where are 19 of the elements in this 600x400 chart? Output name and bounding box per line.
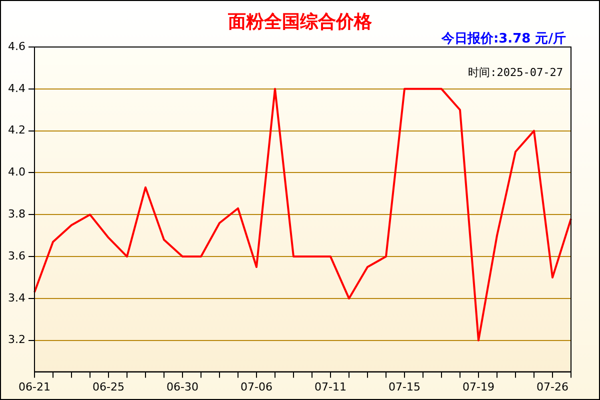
x-tick-label: 07-26 [536, 380, 568, 394]
y-tick-label: 4.2 [8, 124, 26, 137]
x-tick-label: 06-25 [92, 380, 124, 394]
chart-title: 面粉全国综合价格 [227, 12, 373, 33]
annotation: 时间:2025-07-27 [468, 66, 563, 79]
y-tick-label: 3.6 [8, 249, 26, 262]
y-tick-label: 4.4 [8, 82, 26, 95]
x-tick-label: 07-11 [314, 380, 346, 394]
y-tick-label: 4.6 [8, 40, 26, 53]
y-tick-label: 3.2 [8, 333, 26, 346]
y-tick-label: 3.4 [8, 291, 26, 304]
y-tick-label: 4.0 [8, 166, 26, 179]
y-tick-label: 3.8 [8, 208, 26, 220]
text: 今日报价:3.78 元/斤 [440, 30, 566, 46]
x-tick-label: 06-30 [166, 380, 198, 394]
x-tick-label: 07-15 [388, 380, 420, 394]
x-tick-label: 06-21 [18, 380, 50, 394]
x-tick-label: 07-19 [462, 380, 494, 394]
x-tick-label: 07-06 [240, 380, 272, 394]
